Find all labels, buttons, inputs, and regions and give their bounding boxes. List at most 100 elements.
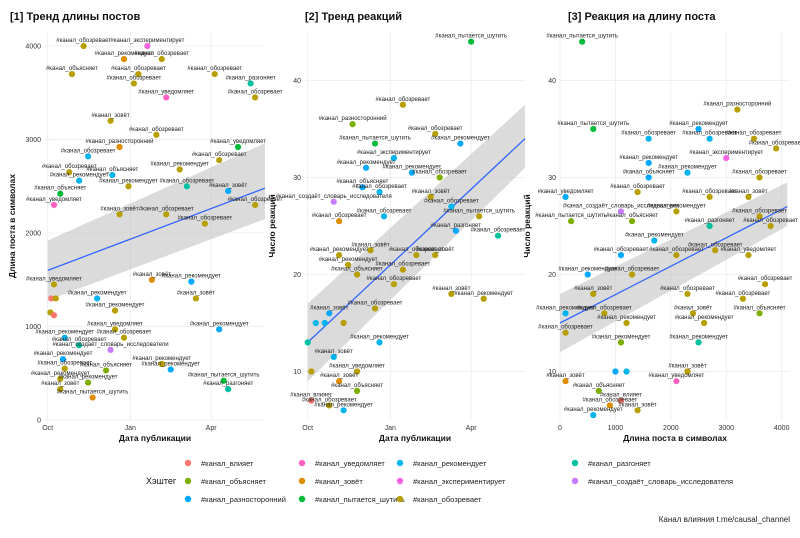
point-label: #канал_разгоняет xyxy=(203,381,253,387)
point-label: #канал_обозревает xyxy=(56,38,111,44)
point-label: #канал_обозревает xyxy=(610,184,665,190)
data-point xyxy=(93,295,101,302)
data-point xyxy=(376,339,383,346)
data-point xyxy=(606,402,613,409)
point-label: #канал_рекомендует xyxy=(50,173,109,179)
data-point xyxy=(130,80,137,87)
point-label: #канал_рекомендует xyxy=(68,290,127,296)
data-point xyxy=(61,334,68,341)
point-label: #канал_обозревает xyxy=(583,397,638,403)
y-tick-label: 1000 xyxy=(25,324,41,331)
y-tick-label: 20 xyxy=(293,272,301,279)
legend-swatch xyxy=(184,495,192,503)
point-label: #канал_уведомляет xyxy=(329,364,385,370)
trend-line xyxy=(47,187,266,272)
data-point xyxy=(50,312,58,319)
data-point xyxy=(158,56,165,63)
point-label: #канал_обозревает xyxy=(732,208,787,214)
data-point xyxy=(76,177,83,184)
data-point xyxy=(163,211,170,218)
data-point xyxy=(362,164,370,171)
data-point xyxy=(326,402,333,409)
point-label: #канал_рекомендует xyxy=(658,165,717,171)
data-point xyxy=(345,261,352,268)
data-point xyxy=(135,70,142,78)
point-label: #канал_объясняет xyxy=(86,167,138,173)
point-label: #канал_обозревает xyxy=(649,247,704,253)
data-point xyxy=(211,70,218,78)
data-point xyxy=(321,319,328,327)
point-label: #канал_уведомляет xyxy=(26,197,82,203)
point-label: #канал_обозревает xyxy=(111,66,166,72)
data-point xyxy=(617,208,625,215)
legend-swatch xyxy=(184,477,192,485)
data-point xyxy=(617,397,625,404)
legend: Хэштег #канал_влияет #канал_объясняет #кан… xyxy=(146,459,733,504)
point-label: #канал_зовёт xyxy=(674,305,712,311)
data-point xyxy=(52,295,59,302)
data-point xyxy=(436,174,443,181)
data-point xyxy=(380,213,388,220)
x-tick-label: Jan xyxy=(125,425,136,432)
point-label: #канал_рекомендует xyxy=(350,334,409,340)
data-point xyxy=(353,271,361,278)
legend-item: #канал_рекомендует xyxy=(396,459,487,468)
point-label: #канал_объясняет xyxy=(606,213,658,219)
point-label: #канал_зовёт xyxy=(668,364,706,370)
data-point xyxy=(312,319,319,327)
data-point xyxy=(584,271,591,278)
data-point xyxy=(120,56,128,63)
point-label: #канал_обозревает xyxy=(160,178,215,184)
point-label: #канал_рекомендует xyxy=(564,407,623,413)
point-label: #канал_рекомендует xyxy=(592,334,651,340)
point-label: #канал_зовёт xyxy=(310,305,348,311)
data-point xyxy=(452,227,459,234)
data-point xyxy=(617,339,625,346)
legend-item: #канал_создаёт_словарь_исследователя xyxy=(571,477,733,486)
legend-swatch xyxy=(571,459,579,467)
point-label: #канал_зовёт xyxy=(209,183,247,189)
x-tick-label: 0 xyxy=(558,425,562,432)
data-point xyxy=(116,211,123,218)
legend-label: #канал_зовёт xyxy=(315,477,363,486)
point-label: #канал_разносторонний xyxy=(319,115,387,122)
point-label: #канал_рекомендует xyxy=(314,402,373,408)
data-point xyxy=(89,394,96,401)
y-tick-label: 2000 xyxy=(25,231,41,238)
data-point xyxy=(399,101,406,108)
point-label: #канал_рекомендует xyxy=(669,334,728,340)
point-label: #канал_пытается_шутить xyxy=(443,208,515,214)
data-point xyxy=(163,94,170,101)
confidence-band xyxy=(307,104,525,382)
data-point xyxy=(567,218,575,225)
legend-swatch xyxy=(184,459,192,467)
data-point xyxy=(111,326,119,333)
point-label: #канал_рекомендует xyxy=(86,303,145,309)
data-point xyxy=(50,201,58,209)
point-label: #канал_зовёт xyxy=(177,290,215,296)
data-point xyxy=(66,169,73,176)
point-label: #канал_уведомляет xyxy=(721,247,777,253)
data-point xyxy=(192,295,199,302)
data-point xyxy=(57,386,64,393)
point-label: #канал_обозревает xyxy=(228,89,283,95)
point-label: #канал_рекомендует xyxy=(619,155,678,161)
data-point xyxy=(120,334,128,341)
data-point xyxy=(102,367,110,374)
data-point xyxy=(107,346,114,353)
data-point xyxy=(562,310,569,317)
data-point xyxy=(750,135,758,142)
point-label: #канал_зовёт xyxy=(315,349,353,355)
point-label: #канал_обозревает xyxy=(192,152,247,158)
data-point xyxy=(684,368,691,375)
point-label: #канал_зовёт xyxy=(412,189,450,195)
point-label: #канал_рекомендует xyxy=(625,233,684,239)
data-point xyxy=(336,218,343,225)
point-label: #канал_обозревает xyxy=(367,276,422,282)
point-label: #канал_зовёт xyxy=(133,272,171,278)
point-label: #канал_разгоняет xyxy=(685,218,735,224)
data-point xyxy=(413,252,420,259)
legend-label: #канал_обозревает xyxy=(413,495,482,504)
